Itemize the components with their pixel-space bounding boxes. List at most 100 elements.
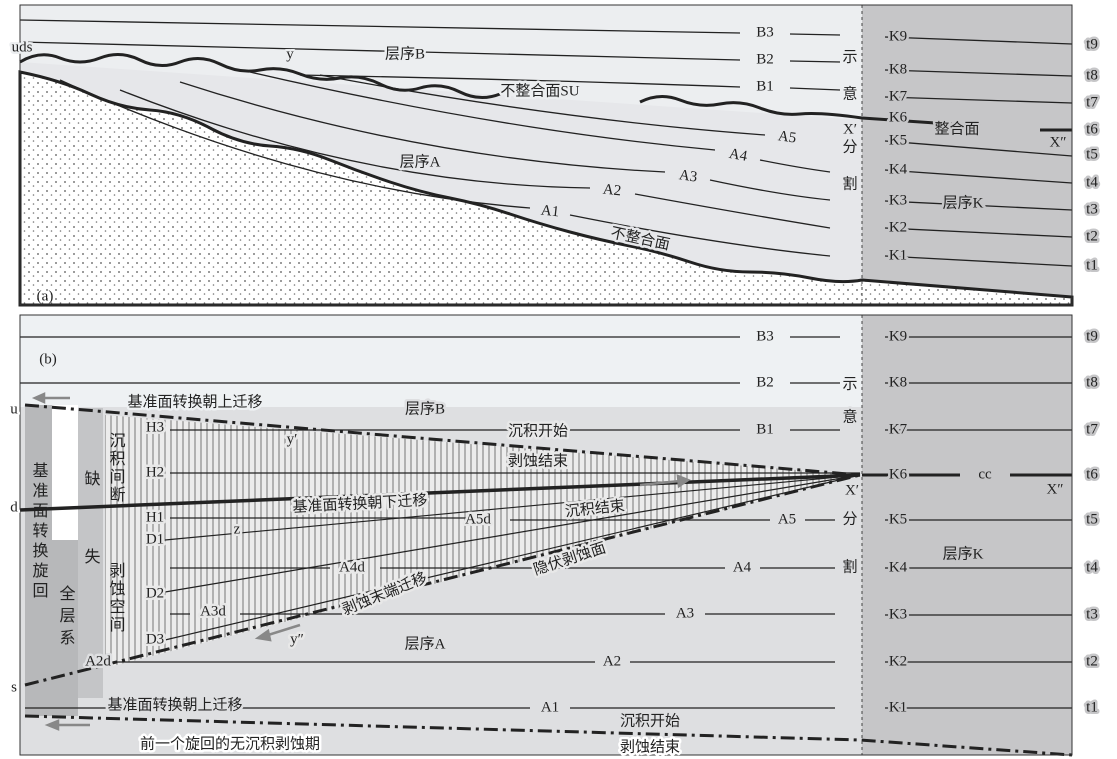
label: X″ — [1049, 134, 1066, 150]
vertical-label: 缺失 — [82, 470, 101, 626]
label: t8 — [1086, 374, 1098, 390]
label: 层序B — [385, 45, 425, 62]
label: 基准面转换朝上迁移 — [107, 696, 242, 713]
label: A1 — [540, 203, 560, 221]
vertical-label: 沉积间断 — [107, 432, 126, 504]
label: t1 — [1086, 257, 1098, 273]
label: t7 — [1086, 94, 1098, 110]
label: K8 — [889, 374, 907, 390]
label: z — [234, 521, 241, 537]
label: K4 — [889, 559, 908, 575]
label: t9 — [1086, 36, 1098, 52]
label: t6 — [1086, 466, 1098, 482]
label: A2 — [603, 653, 621, 669]
label: 基准面转换朝上迁移 — [127, 393, 262, 410]
panel-b: (b) — [20, 315, 1072, 755]
sequence-b-area — [20, 315, 862, 407]
label: K3 — [889, 192, 907, 208]
label: uds — [12, 39, 33, 55]
label: A4 — [733, 559, 752, 575]
label: 割 — [842, 558, 857, 575]
label: cc — [978, 466, 992, 482]
label: X″ — [1046, 481, 1063, 497]
vertical-label: 全层系 — [57, 585, 76, 651]
label: 沉积开始 — [620, 712, 680, 729]
label: s — [11, 679, 17, 695]
label: t2 — [1086, 653, 1098, 669]
label: K6 — [889, 466, 908, 482]
label: K9 — [889, 28, 907, 44]
label: D3 — [146, 631, 164, 647]
label: 意 — [842, 84, 857, 102]
panel-a: (a) — [20, 5, 1072, 305]
label: K2 — [889, 219, 907, 235]
label: K7 — [889, 88, 908, 104]
label: y″ — [290, 631, 304, 647]
label: A4 — [728, 146, 749, 165]
label: B3 — [756, 24, 774, 40]
label: A2 — [602, 182, 622, 200]
label: t8 — [1086, 67, 1098, 83]
label: 意 — [842, 407, 857, 425]
label: X′ — [843, 121, 857, 137]
label: t6 — [1086, 121, 1098, 137]
label: 层序A — [405, 635, 446, 652]
label: 分 — [842, 510, 857, 527]
label: t5 — [1086, 511, 1098, 527]
label: t5 — [1086, 146, 1098, 162]
column-gap — [52, 405, 78, 540]
label: A2d — [85, 653, 111, 669]
label: B1 — [756, 421, 774, 437]
label: K7 — [889, 421, 908, 437]
label: H3 — [146, 419, 164, 435]
panel-label: (b) — [39, 351, 57, 367]
label: t4 — [1086, 174, 1098, 190]
label: K2 — [889, 653, 907, 669]
label: A4d — [339, 559, 365, 575]
label: 层序B — [405, 400, 445, 417]
label: d — [10, 499, 18, 515]
label: t3 — [1086, 606, 1098, 622]
label: 层序A — [400, 153, 441, 170]
label: K6 — [889, 109, 908, 125]
label: t2 — [1086, 228, 1098, 244]
label: A5 — [777, 128, 797, 146]
label: y′ — [287, 431, 298, 447]
panel-label: (a) — [37, 288, 54, 304]
label: K1 — [889, 699, 907, 715]
label: H1 — [146, 509, 164, 525]
label: 层序K — [943, 194, 984, 211]
label: K3 — [889, 606, 907, 622]
label: t1 — [1086, 699, 1098, 715]
label: K9 — [889, 328, 907, 344]
label: A3d — [200, 603, 226, 619]
label: 示 — [842, 49, 857, 65]
label: H2 — [146, 464, 164, 480]
diagram: (a) (b) udsy层序BB3B2B1示意X — [0, 0, 1117, 759]
label: K4 — [889, 161, 908, 177]
label: t9 — [1086, 328, 1098, 344]
label: B1 — [756, 78, 774, 94]
label: u — [10, 401, 18, 417]
label: A5d — [465, 511, 491, 527]
label: A1 — [541, 699, 559, 715]
label: A3 — [678, 167, 698, 185]
label: B2 — [756, 51, 774, 67]
label: 不整合面SU — [500, 82, 579, 99]
label: 割 — [842, 175, 857, 192]
label: 剥蚀结束 — [620, 738, 680, 755]
vertical-label: 基准面转换旋回 — [30, 462, 49, 602]
label: 层序K — [943, 545, 984, 562]
label: X′ — [845, 482, 859, 498]
label: y — [286, 46, 294, 62]
label: t3 — [1086, 201, 1098, 217]
label: 示 — [842, 376, 857, 392]
vertical-label: 剥蚀空间 — [107, 562, 126, 634]
label: 整合面 — [934, 120, 979, 137]
label: K8 — [889, 61, 907, 77]
label: K1 — [889, 247, 907, 263]
label: 沉积开始 — [508, 422, 568, 439]
label: K5 — [889, 511, 907, 527]
label: D2 — [146, 585, 164, 601]
label: t7 — [1086, 421, 1098, 437]
